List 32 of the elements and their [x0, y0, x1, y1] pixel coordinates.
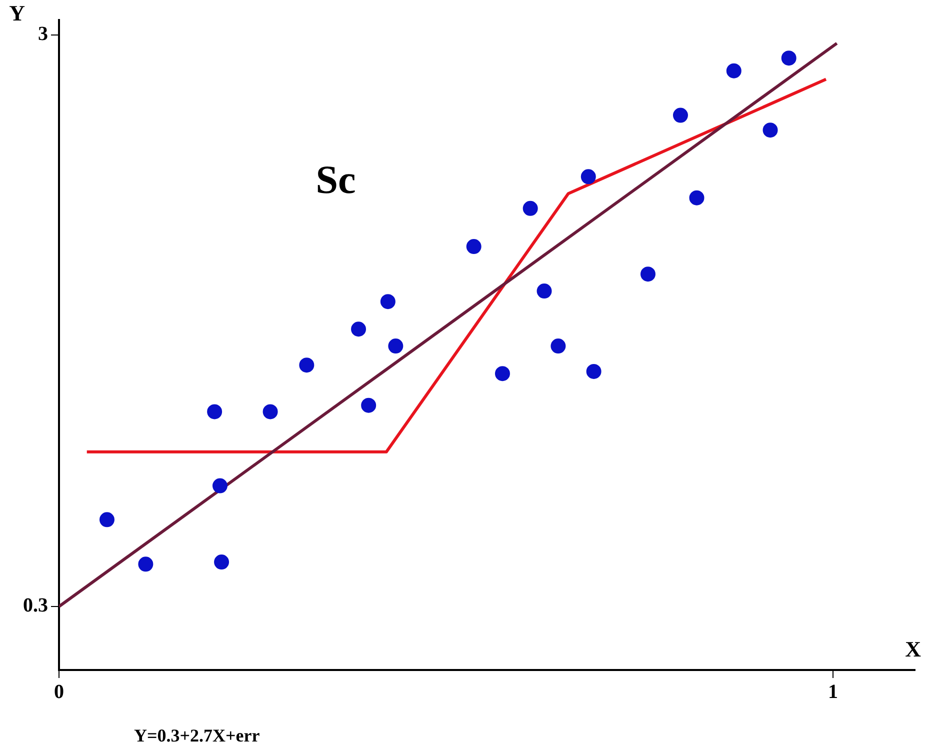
x-tick-label: 1	[828, 681, 838, 704]
point	[781, 50, 796, 66]
point	[580, 169, 596, 184]
point	[762, 122, 778, 138]
point	[640, 266, 656, 282]
y-tick-label: 0.3	[23, 594, 48, 617]
point	[388, 338, 404, 354]
point	[536, 284, 552, 299]
annotation: Sc	[316, 156, 356, 202]
point	[207, 404, 222, 420]
point	[351, 322, 366, 337]
point	[299, 358, 314, 373]
point	[586, 364, 602, 379]
point	[380, 294, 396, 310]
point	[672, 108, 688, 123]
text: Y=0.3+2.7X+err	[134, 726, 260, 746]
point	[214, 554, 230, 570]
point	[726, 63, 742, 78]
point	[361, 398, 376, 413]
y-axis-title: Y	[9, 0, 26, 26]
y-tick-label: 3	[38, 22, 48, 45]
x-tick-label: 0	[54, 681, 64, 704]
point	[212, 478, 228, 494]
point	[99, 512, 114, 528]
x-axis-title: X	[905, 636, 922, 662]
point	[466, 239, 482, 254]
point	[262, 404, 278, 420]
point	[138, 556, 154, 572]
point	[522, 200, 538, 216]
point	[494, 366, 510, 382]
point	[689, 190, 704, 206]
point	[550, 338, 566, 354]
